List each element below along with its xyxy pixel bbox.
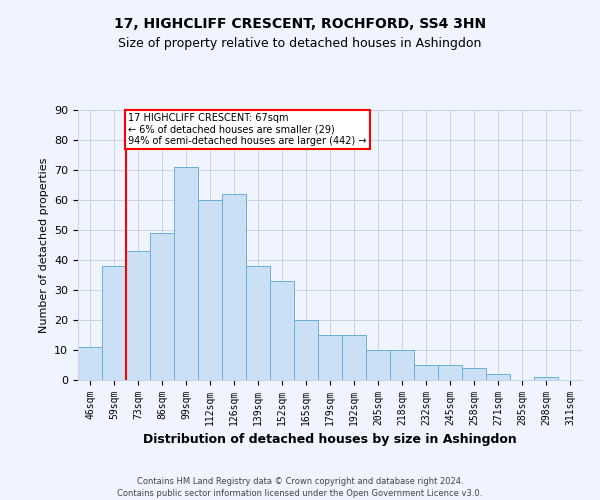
- Bar: [246, 266, 270, 380]
- Bar: [270, 281, 294, 380]
- Bar: [534, 377, 558, 380]
- Bar: [318, 335, 342, 380]
- Text: Size of property relative to detached houses in Ashingdon: Size of property relative to detached ho…: [118, 38, 482, 51]
- Bar: [222, 194, 246, 380]
- Bar: [438, 365, 462, 380]
- Text: Contains HM Land Registry data © Crown copyright and database right 2024.: Contains HM Land Registry data © Crown c…: [137, 478, 463, 486]
- Bar: [150, 233, 174, 380]
- Bar: [390, 350, 414, 380]
- Bar: [366, 350, 390, 380]
- Bar: [294, 320, 318, 380]
- Bar: [342, 335, 366, 380]
- Bar: [126, 251, 150, 380]
- Bar: [102, 266, 126, 380]
- Y-axis label: Number of detached properties: Number of detached properties: [38, 158, 49, 332]
- Text: 17, HIGHCLIFF CRESCENT, ROCHFORD, SS4 3HN: 17, HIGHCLIFF CRESCENT, ROCHFORD, SS4 3H…: [114, 18, 486, 32]
- Bar: [462, 368, 486, 380]
- Bar: [174, 167, 198, 380]
- Bar: [486, 374, 510, 380]
- Text: 17 HIGHCLIFF CRESCENT: 67sqm
← 6% of detached houses are smaller (29)
94% of sem: 17 HIGHCLIFF CRESCENT: 67sqm ← 6% of det…: [128, 113, 367, 146]
- Bar: [414, 365, 438, 380]
- X-axis label: Distribution of detached houses by size in Ashingdon: Distribution of detached houses by size …: [143, 434, 517, 446]
- Text: Contains public sector information licensed under the Open Government Licence v3: Contains public sector information licen…: [118, 489, 482, 498]
- Bar: [78, 347, 102, 380]
- Bar: [198, 200, 222, 380]
